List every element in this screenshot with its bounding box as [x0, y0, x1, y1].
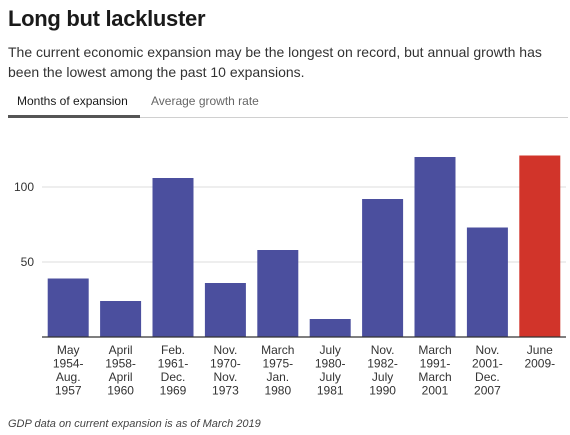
x-tick-label-line: July	[320, 343, 341, 357]
x-tick-label-line: 1975-	[262, 357, 293, 371]
x-tick-label: March 1975-Jan. 1980	[261, 343, 294, 398]
x-tick-label-line: April	[109, 370, 133, 384]
x-tick-label-line: 1969	[160, 384, 187, 398]
x-tick-label-line: 2001	[422, 384, 449, 398]
x-tick-label-line: 2001-	[472, 357, 503, 371]
bar[interactable]	[309, 319, 351, 337]
bar[interactable]	[47, 278, 89, 338]
x-tick-label-line: 1960	[107, 384, 134, 398]
x-tick-label-line: Nov.	[214, 370, 238, 384]
x-tick-label-line: 1980	[264, 384, 291, 398]
footnote: GDP data on current expansion is as of M…	[8, 418, 261, 430]
x-tick-label-line: 1958-	[105, 357, 136, 371]
x-tick-label-line: 1973	[212, 384, 239, 398]
tab-months-of-expansion[interactable]: Months of expansion	[8, 92, 140, 118]
x-tick-label-line: March	[418, 370, 451, 384]
x-tick-label: Feb. 1961-Dec. 1969	[158, 343, 189, 398]
x-tick-label-line: Nov.	[214, 343, 238, 357]
bar-current-expansion[interactable]	[519, 155, 561, 338]
x-tick-label-line: Dec.	[161, 370, 186, 384]
x-tick-label-line: 2007	[474, 384, 501, 398]
x-tick-label-line: 1991-	[420, 357, 451, 371]
x-tick-label: March 1991-March 2001	[418, 343, 451, 398]
x-tick-label-line: 1954-	[53, 357, 84, 371]
x-tick-label-line: June	[527, 343, 553, 357]
x-tick-label-line: Feb.	[161, 343, 185, 357]
x-tick-label-line: 1990	[369, 384, 396, 398]
x-tick-label-line: 1980-	[315, 357, 346, 371]
x-tick-label-line: 1957	[55, 384, 82, 398]
x-tick-label: Nov. 1982-July 1990	[367, 343, 398, 398]
chart-subtitle: The current economic expansion may be th…	[8, 44, 542, 80]
x-tick-label-line: 1981	[317, 384, 344, 398]
x-tick-label-line: Jan.	[266, 370, 289, 384]
chart-title: Long but lackluster	[8, 6, 206, 31]
x-tick-label-line: 1970-	[210, 357, 241, 371]
x-tick-label-line: Nov.	[476, 343, 500, 357]
x-tick-label-line: Aug.	[56, 370, 81, 384]
x-tick-label: June 2009-	[524, 343, 555, 371]
x-tick-label-line: March	[418, 343, 451, 357]
tab-bar: Months of expansion Average growth rate	[8, 92, 568, 118]
x-tick-label-line: July	[320, 370, 341, 384]
x-tick-label: Nov. 1970-Nov. 1973	[210, 343, 241, 398]
bar[interactable]	[414, 157, 456, 337]
tab-average-growth-rate[interactable]: Average growth rate	[151, 94, 259, 108]
bar[interactable]	[152, 178, 194, 337]
x-tick-label: May 1954-Aug. 1957	[53, 343, 84, 398]
bar[interactable]	[466, 227, 508, 338]
x-tick-label-line: July	[372, 370, 393, 384]
x-tick-label-line: April	[109, 343, 133, 357]
x-tick-label: July 1980-July 1981	[315, 343, 346, 398]
bar[interactable]	[257, 250, 299, 337]
x-tick-label-line: May	[57, 343, 80, 357]
x-tick-label-line: March	[261, 343, 294, 357]
x-tick-label-line: 2009-	[524, 357, 555, 371]
x-tick-label: April 1958-April 1960	[105, 343, 136, 398]
bar[interactable]	[204, 283, 246, 337]
bar[interactable]	[100, 301, 142, 337]
bar[interactable]	[362, 199, 404, 337]
y-tick-label: 100	[14, 180, 34, 194]
x-tick-label: Nov. 2001-Dec. 2007	[472, 343, 503, 398]
x-tick-label-line: 1982-	[367, 357, 398, 371]
x-tick-label-line: Dec.	[475, 370, 500, 384]
x-tick-label-line: Nov.	[371, 343, 395, 357]
y-tick-label: 50	[21, 255, 35, 269]
x-tick-label-line: 1961-	[158, 357, 189, 371]
